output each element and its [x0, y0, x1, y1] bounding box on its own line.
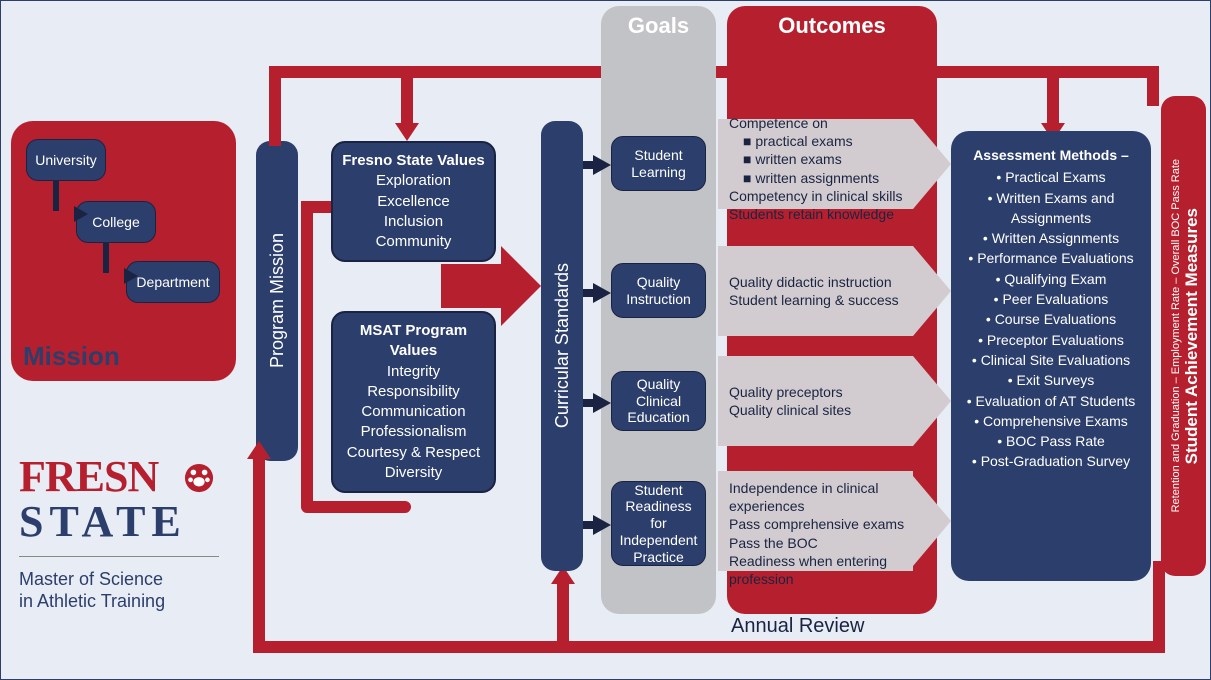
- flow-line: [1153, 561, 1165, 653]
- outcomes-header: Outcomes: [727, 6, 937, 46]
- flow-line: [1047, 66, 1059, 126]
- mission-label: Mission: [23, 341, 120, 372]
- outcome-text-4: Independence in clinical experiences Pas…: [729, 479, 919, 588]
- mission-college: College: [76, 201, 156, 243]
- small-arrow-icon: [593, 155, 611, 175]
- logo-subtitle: Master of Science in Athletic Training: [19, 569, 165, 612]
- flow-line: [401, 66, 413, 126]
- goal-quality-instruction: Quality Instruction: [611, 263, 706, 318]
- mini-connector: [103, 243, 109, 273]
- flow-line: [253, 456, 265, 653]
- achievement-measures-bar: Retention and Graduation – Employment Ra…: [1161, 96, 1206, 576]
- pawprint-icon: [184, 463, 214, 493]
- msat-values-box: MSAT Program Values Integrity Responsibi…: [331, 311, 496, 493]
- annual-review-label: Annual Review: [731, 615, 864, 638]
- flow-line: [1147, 66, 1159, 106]
- small-arrow-icon: [593, 283, 611, 303]
- mission-university: University: [26, 139, 106, 181]
- assessment-methods-box: Assessment Methods – Practical Exams Wri…: [951, 131, 1151, 581]
- goal-student-learning: Student Learning: [611, 136, 706, 191]
- mission-department: Department: [126, 261, 220, 303]
- curricular-standards-bar: Curricular Standards: [541, 121, 583, 571]
- mini-connector: [53, 181, 59, 211]
- outcome-text-1: Competence on practical exams written ex…: [729, 114, 919, 223]
- small-arrow-icon: [593, 515, 611, 535]
- flow-line: [301, 501, 411, 513]
- goals-header: Goals: [601, 6, 716, 46]
- flow-big-arrow-head-icon: [501, 246, 541, 326]
- flow-line: [557, 581, 569, 643]
- mini-arrow-icon: [74, 206, 88, 222]
- program-mission-bar: Program Mission: [256, 141, 298, 461]
- fresno-values-box: Fresno State Values Exploration Excellen…: [331, 141, 496, 262]
- flow-line: [253, 641, 1163, 653]
- goal-quality-clinical: Quality Clinical Education: [611, 371, 706, 431]
- flow-line: [269, 66, 281, 146]
- logo-divider: [19, 556, 219, 557]
- flow-arrow-icon: [247, 441, 271, 459]
- outcome-text-3: Quality preceptors Quality clinical site…: [729, 383, 919, 419]
- outcome-text-2: Quality didactic instruction Student lea…: [729, 273, 919, 309]
- flow-line: [301, 201, 313, 511]
- flow-arrow-icon: [395, 123, 419, 141]
- logo-state: STATE: [19, 501, 187, 543]
- flow-big-arrow: [441, 264, 501, 308]
- small-arrow-icon: [593, 393, 611, 413]
- logo-fresno: FRESN: [19, 456, 158, 498]
- mini-arrow-icon: [124, 268, 138, 284]
- goal-student-readiness: Student Readiness for Independent Practi…: [611, 481, 706, 566]
